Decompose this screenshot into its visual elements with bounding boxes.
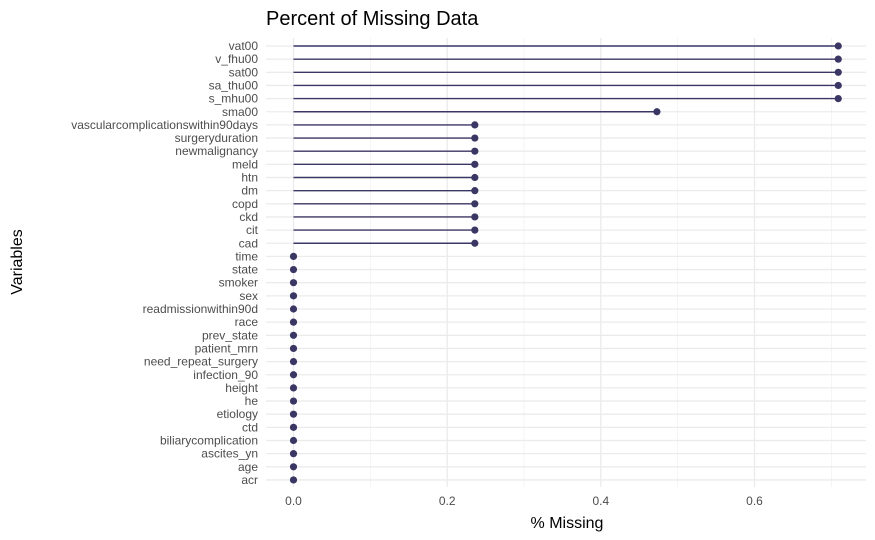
point-biliarycomplication xyxy=(289,436,298,445)
y-tick-label: sa_thu00 xyxy=(209,78,259,92)
y-tick-label: cit xyxy=(246,223,259,237)
point-v_fhu00 xyxy=(834,55,842,63)
x-tick-label: 0.0 xyxy=(285,494,302,508)
point-copd xyxy=(471,200,479,208)
grid xyxy=(266,38,866,487)
y-tick-label: height xyxy=(225,381,258,395)
x-tick-label: 0.2 xyxy=(439,494,456,508)
point-newmalignancy xyxy=(471,147,479,155)
point-readmissionwithin90d xyxy=(289,305,298,313)
y-tick-label: infection_90 xyxy=(193,368,258,382)
y-tick-label: patient_mrn xyxy=(195,341,258,355)
y-tick-label: readmissionwithin90d xyxy=(143,302,258,316)
y-tick-label: smoker xyxy=(219,276,258,290)
point-height xyxy=(289,384,298,392)
y-tick-label: dm xyxy=(241,184,258,198)
y-tick-label: ctd xyxy=(242,420,258,434)
point-sex xyxy=(289,292,298,300)
y-tick-label: acr xyxy=(241,473,258,487)
y-tick-label: sma00 xyxy=(222,105,258,119)
point-state xyxy=(289,265,298,274)
point-sat00 xyxy=(834,68,842,76)
point-prev_state xyxy=(289,331,298,339)
y-tick-label: race xyxy=(235,315,259,329)
point-etiology xyxy=(289,410,298,418)
point-cit xyxy=(471,226,479,234)
chart-title: Percent of Missing Data xyxy=(266,8,479,30)
point-ctd xyxy=(289,423,298,431)
point-s_mhu00 xyxy=(834,95,842,103)
y-tick-label: htn xyxy=(241,171,258,185)
y-tick-label: vat00 xyxy=(229,39,259,53)
stems xyxy=(293,45,839,244)
y-tick-label: need_repeat_surgery xyxy=(144,355,258,369)
point-ckd xyxy=(471,213,479,221)
y-tick-label: surgeryduration xyxy=(175,131,258,145)
y-tick-label: ascites_yn xyxy=(201,447,258,461)
point-sa_thu00 xyxy=(834,81,842,90)
y-tick-label: sat00 xyxy=(229,65,259,79)
point-he xyxy=(289,397,298,405)
y-tick-label: newmalignancy xyxy=(175,144,258,158)
y-tick-label: sex xyxy=(239,289,258,303)
y-tick-label: cad xyxy=(239,236,258,250)
x-tick-label: 0.4 xyxy=(592,494,609,508)
x-axis-title: % Missing xyxy=(531,515,604,532)
y-tick-label: time xyxy=(235,249,258,263)
y-tick-label: prev_state xyxy=(202,328,258,342)
point-patient_mrn xyxy=(289,344,298,353)
y-axis-title: Variables xyxy=(9,229,26,295)
y-tick-label: meld xyxy=(232,157,258,171)
point-age xyxy=(289,463,298,471)
y-tick-labels: vat00v_fhu00sat00sa_thu00s_mhu00sma00vas… xyxy=(71,39,258,487)
point-ascites_yn xyxy=(289,450,298,458)
y-tick-label: ckd xyxy=(239,210,258,224)
point-dm xyxy=(471,187,479,195)
x-tick-label: 0.6 xyxy=(746,494,763,508)
point-cad xyxy=(471,239,479,247)
point-time xyxy=(289,252,298,260)
point-acr xyxy=(289,476,298,484)
y-tick-label: biliarycomplication xyxy=(160,434,258,448)
y-tick-label: s_mhu00 xyxy=(209,92,259,106)
point-meld xyxy=(471,160,479,168)
y-tick-label: age xyxy=(238,460,258,474)
y-tick-label: etiology xyxy=(217,407,258,421)
point-sma00 xyxy=(653,108,661,116)
point-infection_90 xyxy=(289,371,298,379)
point-vat00 xyxy=(834,42,842,50)
point-need_repeat_surgery xyxy=(289,358,298,366)
y-tick-label: v_fhu00 xyxy=(215,52,258,66)
y-tick-label: copd xyxy=(232,197,258,211)
point-surgeryduration xyxy=(471,134,479,142)
y-tick-label: state xyxy=(232,263,258,277)
point-race xyxy=(289,318,298,326)
point-smoker xyxy=(289,279,298,287)
point-vascularcomplicationswithin90days xyxy=(471,121,479,129)
y-tick-label: he xyxy=(245,394,259,408)
x-tick-labels: 0.0 0.2 0.4 0.6 xyxy=(285,494,763,508)
points xyxy=(289,42,842,484)
y-tick-label: vascularcomplicationswithin90days xyxy=(71,118,258,132)
point-htn xyxy=(471,173,479,182)
